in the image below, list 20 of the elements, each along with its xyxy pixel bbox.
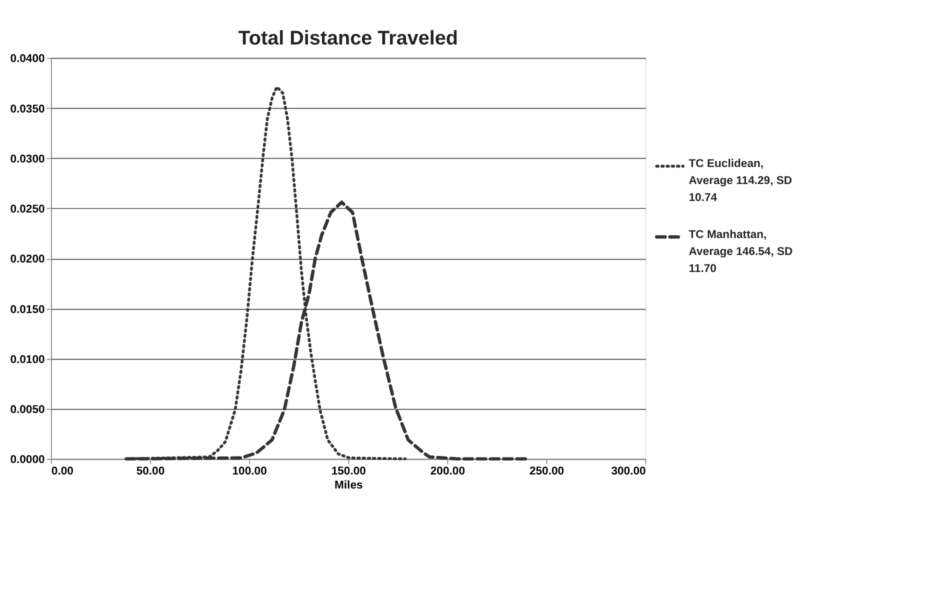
y-tick-label: 0.0300 [10, 153, 45, 166]
y-tick-label: 0.0250 [10, 204, 45, 216]
x-tick-label: 200.00 [430, 465, 465, 478]
x-tick-label: 100.00 [232, 465, 267, 478]
y-tick-label: 0.0100 [10, 354, 45, 366]
x-tick-label: 150.00 [331, 465, 366, 478]
x-tick-label: 300.00 [611, 465, 646, 478]
x-tick-label: 50.00 [136, 465, 165, 478]
legend-label: TC Euclidean, Average 114.29, SD 10.74 [688, 158, 792, 204]
x-tick-label: 250.00 [529, 465, 564, 478]
y-tick-label: 0.0150 [10, 304, 45, 316]
y-tick-label: 0.0350 [10, 103, 45, 116]
y-tick-label: 0.0400 [10, 53, 45, 66]
chart-title: Total Distance Traveled [238, 28, 458, 50]
y-tick-label: 0.0200 [10, 254, 45, 266]
y-tick-label: 0.0050 [10, 404, 45, 416]
x-tick-label: 0.00 [51, 465, 74, 478]
y-tick-label: 0.0000 [10, 454, 45, 466]
legend-label: TC Manhattan, Average 146.54, SD 11.70 [688, 228, 793, 275]
x-axis-title: Miles [334, 480, 363, 492]
